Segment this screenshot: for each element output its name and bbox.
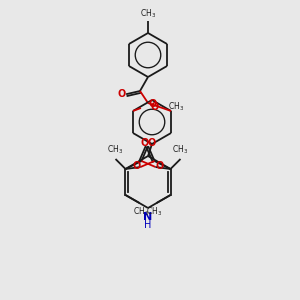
Text: CH$_3$: CH$_3$: [172, 143, 189, 156]
Text: O: O: [151, 102, 159, 112]
Text: CH$_3$: CH$_3$: [107, 143, 124, 156]
Text: CH$_3$: CH$_3$: [146, 206, 163, 218]
Text: CH$_3$: CH$_3$: [134, 206, 150, 218]
Text: O: O: [132, 161, 141, 171]
Text: O: O: [140, 138, 148, 148]
Text: O: O: [118, 89, 126, 99]
Text: O: O: [149, 99, 157, 109]
Text: O: O: [155, 161, 164, 171]
Text: N: N: [143, 212, 153, 222]
Text: CH$_3$: CH$_3$: [140, 8, 156, 20]
Text: CH$_3$: CH$_3$: [168, 101, 184, 113]
Text: H: H: [144, 220, 152, 230]
Text: O: O: [147, 138, 156, 148]
